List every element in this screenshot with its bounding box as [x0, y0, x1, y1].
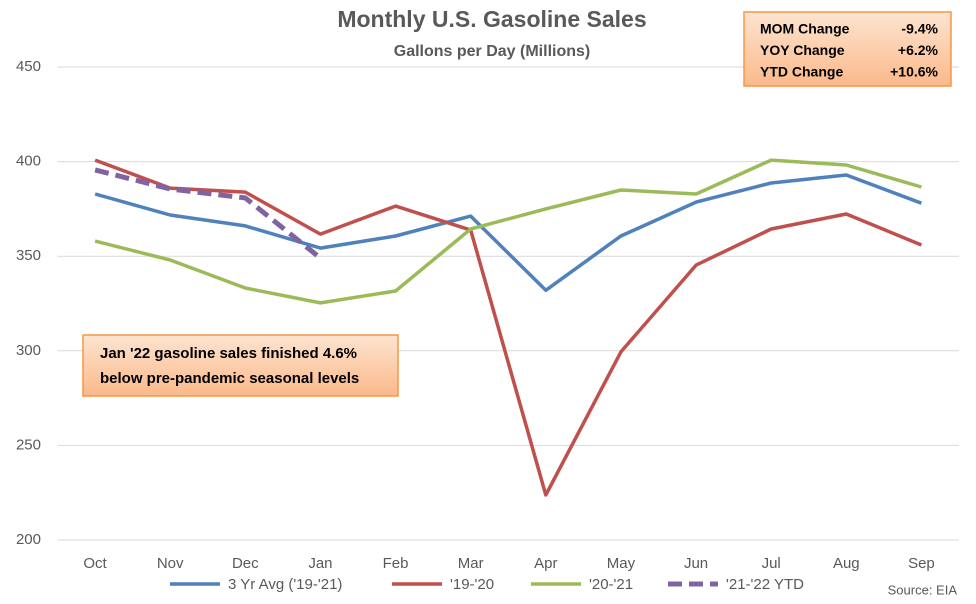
x-tick-label: May: [607, 555, 636, 572]
info-value: +10.6%: [890, 64, 938, 80]
y-tick-label: 250: [16, 436, 41, 453]
x-tick-label: Feb: [383, 555, 409, 572]
x-tick-label: Jan: [308, 555, 332, 572]
info-value: -9.4%: [901, 21, 938, 37]
plot-area: [57, 66, 959, 541]
series-line: [94, 158, 922, 305]
series-line: [94, 167, 322, 261]
x-tick-label: Aug: [833, 555, 860, 572]
chart-title: Monthly U.S. Gasoline Sales: [337, 6, 646, 32]
chart-subtitle: Gallons per Day (Millions): [394, 43, 590, 60]
y-tick-label: 200: [16, 531, 41, 548]
legend-label: '21-'22 YTD: [726, 576, 804, 593]
info-value: +6.2%: [898, 42, 939, 58]
x-tick-label: Apr: [534, 555, 557, 572]
series-line: [94, 173, 923, 293]
x-tick-label: Dec: [232, 555, 259, 572]
y-tick-label: 400: [16, 153, 41, 170]
legend-label: '19-'20: [450, 576, 494, 593]
y-tick-label: 350: [16, 247, 41, 264]
x-tick-label: Mar: [458, 555, 484, 572]
info-label: YOY Change: [760, 42, 845, 58]
x-tick-label: Jul: [762, 555, 781, 572]
y-tick-label: 450: [16, 58, 41, 75]
info-box: [743, 11, 952, 87]
legend-label: '20-'21: [589, 576, 633, 593]
x-tick-label: Nov: [157, 555, 184, 572]
annotation-text: Jan '22 gasoline sales finished 4.6%: [100, 345, 357, 362]
info-label: YTD Change: [760, 64, 843, 80]
y-tick-label: 300: [16, 342, 41, 359]
x-tick-label: Sep: [908, 555, 935, 572]
legend-label: 3 Yr Avg ('19-'21): [228, 576, 342, 593]
x-tick-label: Jun: [684, 555, 708, 572]
source: Source: EIA: [888, 582, 958, 597]
x-tick-label: Oct: [83, 555, 107, 572]
annotation-text: below pre-pandemic seasonal levels: [100, 370, 359, 387]
series-line: [94, 158, 923, 497]
info-label: MOM Change: [760, 21, 850, 37]
annotation-box: [82, 334, 399, 397]
